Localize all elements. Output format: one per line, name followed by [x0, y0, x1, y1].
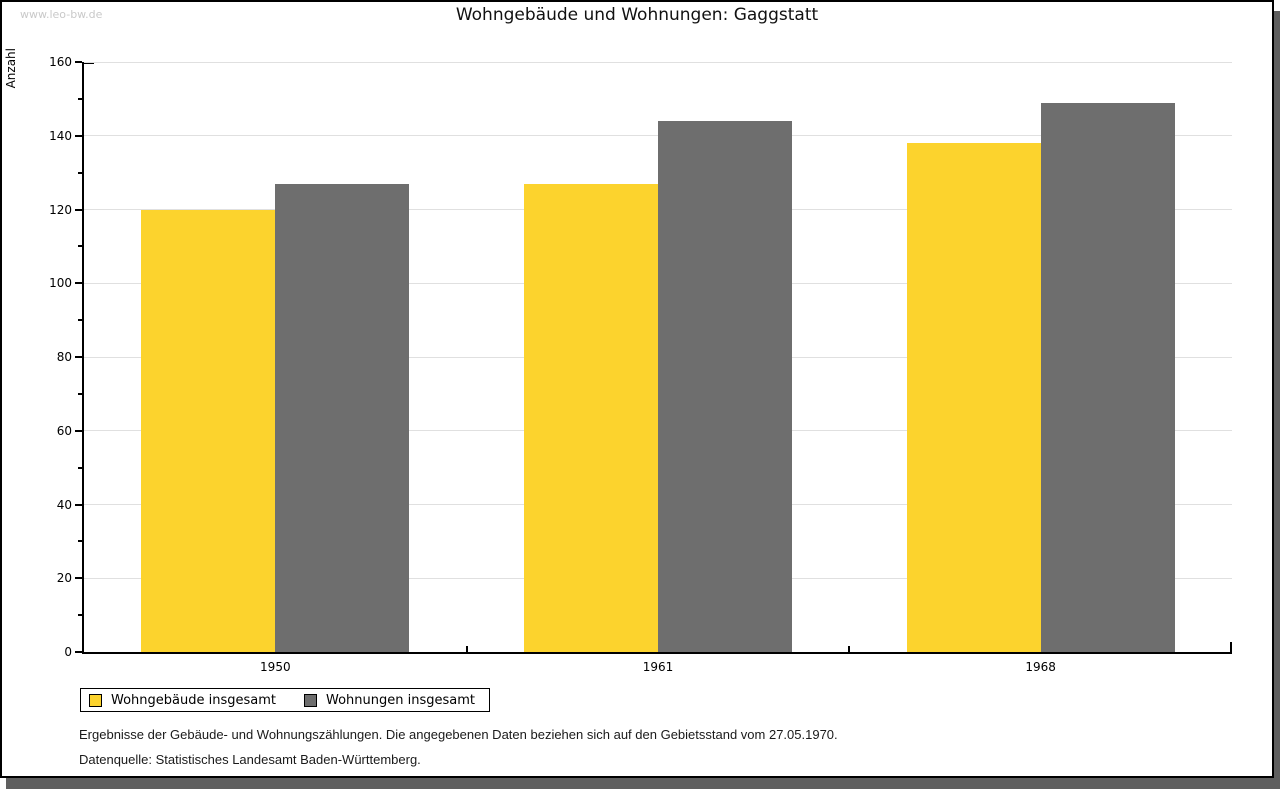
y-axis-tick-label: 0 — [64, 645, 72, 659]
y-axis-major-tick — [75, 651, 82, 653]
y-axis-major-tick — [75, 503, 82, 506]
x-axis-category-label: 1961 — [642, 660, 674, 674]
y-axis-tick-label: 80 — [56, 350, 72, 364]
y-axis-tick-label: 100 — [49, 276, 72, 291]
chart-legend: Wohngebäude insgesamt Wohnungen insgesamt — [80, 688, 490, 712]
plot-area: 0 20 40 60 80 100 120 140 160 1950 1961 1968 — [49, 55, 1232, 674]
y-axis-major-tick — [75, 208, 82, 211]
y-axis-tick-label: 120 — [49, 202, 72, 217]
footnote-datenquelle: Datenquelle: Statistisches Landesamt Bad… — [79, 752, 421, 767]
footnote-gebietsstand: Ergebnisse der Gebäude- und Wohnungszähl… — [79, 727, 838, 742]
bar-1961-series-0 — [524, 183, 658, 652]
chart-frame: www.leo-bw.de Wohngebäude und Wohnungen:… — [0, 0, 1274, 778]
y-axis-major-tick — [75, 429, 82, 432]
legend-swatch-icon — [304, 693, 317, 707]
chart-title: Wohngebäude und Wohnungen: Gaggstatt — [455, 5, 819, 25]
y-axis-tick-label: 160 — [49, 55, 72, 69]
x-axis-end-cap — [1230, 642, 1232, 652]
y-axis-minor-tick — [78, 319, 82, 322]
y-axis-major-tick — [75, 356, 82, 358]
bar-1961-series-1 — [658, 121, 792, 652]
y-axis-tick-label: 20 — [56, 571, 72, 586]
y-axis-minor-tick — [78, 614, 82, 617]
legend-label: Wohngebäude insgesamt — [111, 692, 276, 708]
legend-item-1: Wohnungen insgesamt — [304, 692, 475, 708]
bar-1950-series-1 — [275, 183, 410, 652]
y-axis-tick-label: 40 — [56, 497, 72, 512]
y-axis-major-tick — [75, 282, 82, 285]
watermark: www.leo-bw.de — [20, 8, 103, 21]
y-axis-minor-tick — [78, 171, 82, 174]
y-axis-major-tick — [75, 577, 82, 580]
y-axis-minor-tick — [78, 245, 82, 248]
y-axis-label: Anzahl — [4, 48, 18, 89]
gridline — [84, 61, 1232, 63]
bar-1968-series-0 — [906, 143, 1041, 652]
y-axis-major-tick — [75, 61, 82, 63]
y-axis-top-cap — [84, 62, 94, 64]
y-axis-minor-tick — [78, 392, 82, 395]
legend-item-0: Wohngebäude insgesamt — [89, 692, 276, 708]
x-axis-tick — [848, 646, 851, 652]
y-axis-tick-label: 140 — [49, 128, 72, 143]
x-axis-category-label: 1968 — [1025, 660, 1056, 674]
legend-label: Wohnungen insgesamt — [326, 692, 475, 708]
legend-swatch-icon — [89, 693, 102, 707]
y-axis-minor-tick — [78, 540, 82, 543]
x-axis-category-label: 1950 — [260, 660, 291, 674]
y-axis-minor-tick — [78, 97, 82, 100]
y-axis-major-tick — [75, 134, 82, 137]
bar-1968-series-1 — [1040, 102, 1175, 652]
y-axis-tick-label: 60 — [56, 423, 72, 438]
y-axis-minor-tick — [78, 466, 82, 469]
x-axis-tick — [465, 646, 468, 652]
bar-1950-series-0 — [141, 209, 276, 652]
